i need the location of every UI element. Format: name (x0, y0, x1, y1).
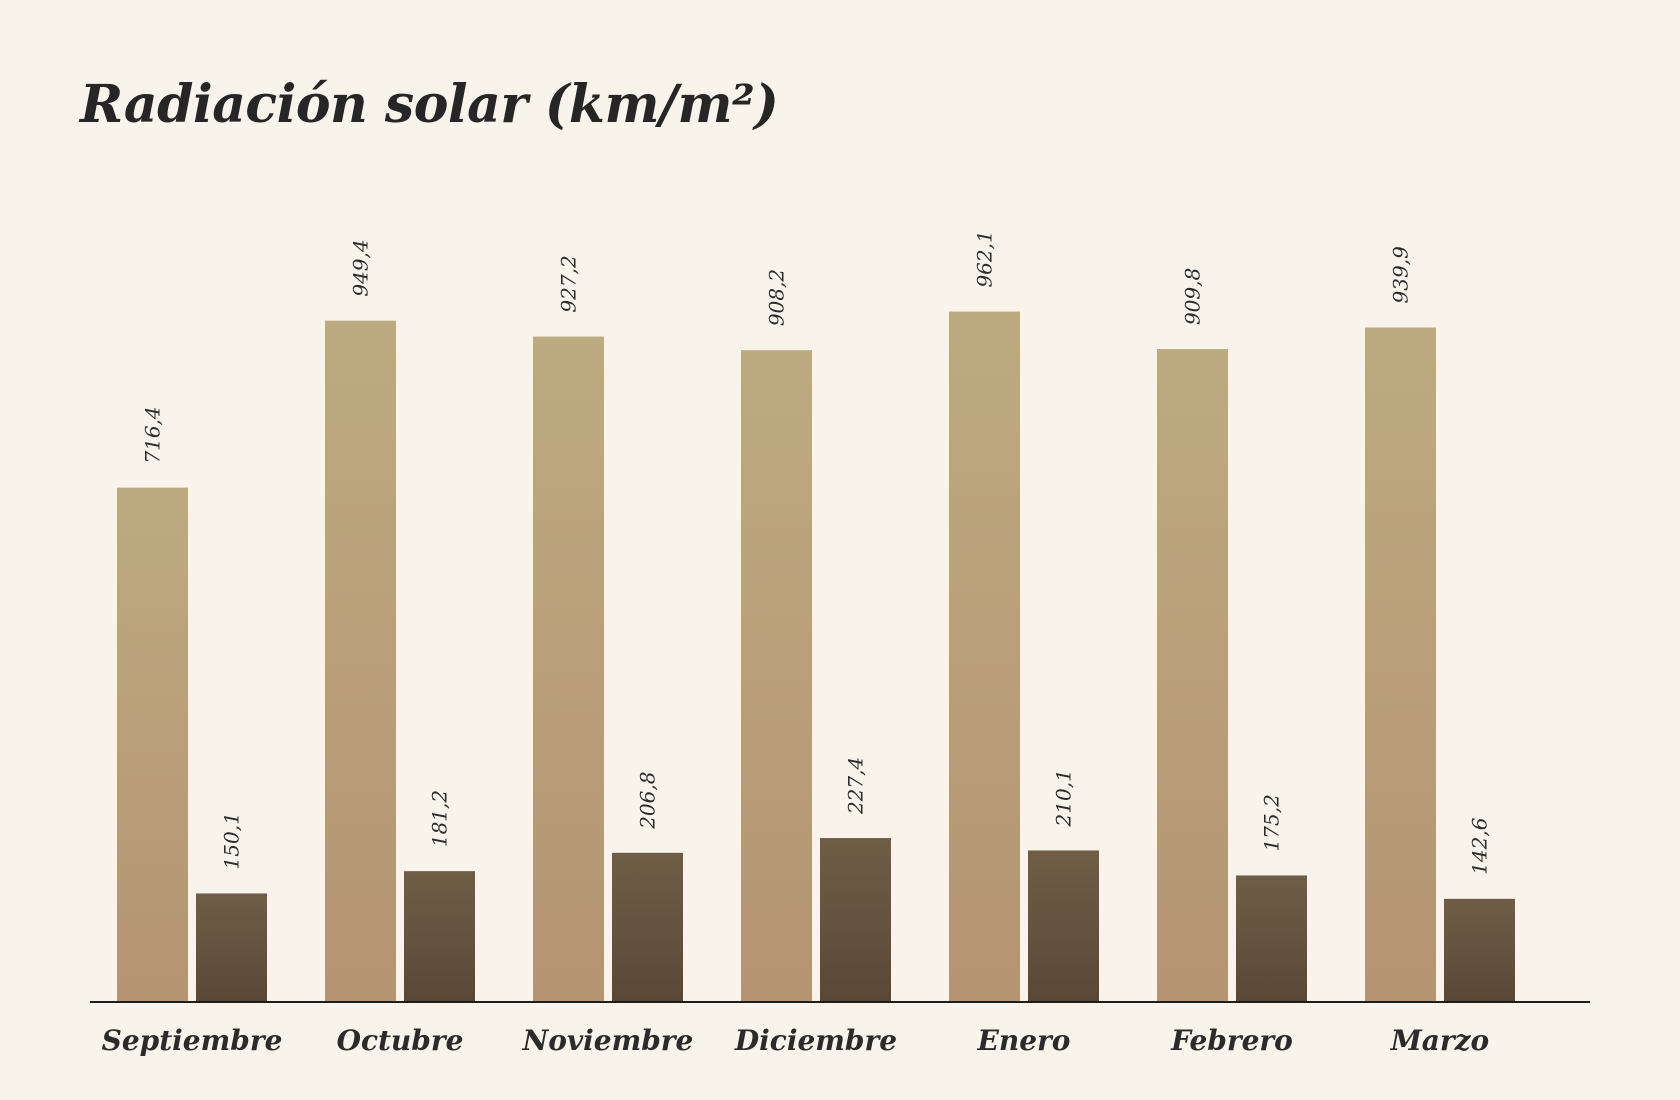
bar-marzo-series-2 (1444, 898, 1515, 1001)
bar-octubre-series-2 (404, 871, 475, 1001)
bar-octubre-series-1 (325, 320, 396, 1001)
value-label-octubre-series-2: 181,2 (428, 790, 452, 847)
value-label-octubre-series-1: 949,4 (349, 239, 373, 296)
value-label-noviembre-series-1: 927,2 (557, 255, 581, 312)
bar-febrero-series-2 (1236, 875, 1307, 1001)
x-tick-label-diciembre: Diciembre (734, 1024, 897, 1057)
bar-noviembre-series-2 (612, 852, 683, 1001)
x-tick-label-febrero: Febrero (1170, 1024, 1293, 1057)
x-tick-labels-group: Septiembre Octubre Noviembre Diciembre Enero… (102, 1024, 1490, 1057)
value-label-marzo-series-2: 142,6 (1468, 817, 1492, 875)
x-tick-label-marzo: Marzo (1390, 1024, 1489, 1057)
bar-marzo-series-1 (1365, 327, 1436, 1001)
value-labels-group: 716,4 150,1 949,4 181,2 927,2 206,8 908,2 227,4… (141, 230, 1492, 875)
value-label-noviembre-series-2: 206,8 (636, 772, 660, 830)
bar-septiembre-series-2 (196, 893, 267, 1001)
value-label-septiembre-series-2: 150,1 (220, 812, 244, 869)
x-tick-label-noviembre: Noviembre (522, 1024, 694, 1057)
bar-noviembre-series-1 (533, 336, 604, 1001)
value-label-diciembre-series-1: 908,2 (765, 269, 789, 326)
value-label-febrero-series-1: 909,8 (1181, 268, 1205, 325)
bar-septiembre-series-1 (117, 487, 188, 1001)
bar-febrero-series-1 (1157, 349, 1228, 1001)
x-tick-label-septiembre: Septiembre (102, 1024, 283, 1057)
value-label-marzo-series-1: 939,9 (1389, 246, 1413, 304)
bar-diciembre-series-1 (741, 350, 812, 1002)
bar-diciembre-series-2 (820, 838, 891, 1001)
bar-enero-series-1 (949, 311, 1020, 1001)
chart-title: Radiación solar (km/m²) (80, 74, 779, 135)
value-label-enero-series-1: 962,1 (973, 230, 997, 287)
x-tick-label-octubre: Octubre (337, 1024, 464, 1057)
bars-group (117, 311, 1515, 1002)
value-label-febrero-series-2: 175,2 (1260, 794, 1284, 851)
value-label-septiembre-series-1: 716,4 (141, 406, 165, 463)
bar-enero-series-2 (1028, 850, 1099, 1001)
x-tick-label-enero: Enero (977, 1024, 1071, 1057)
value-label-diciembre-series-2: 227,4 (844, 757, 868, 815)
value-label-enero-series-2: 210,1 (1052, 769, 1076, 827)
